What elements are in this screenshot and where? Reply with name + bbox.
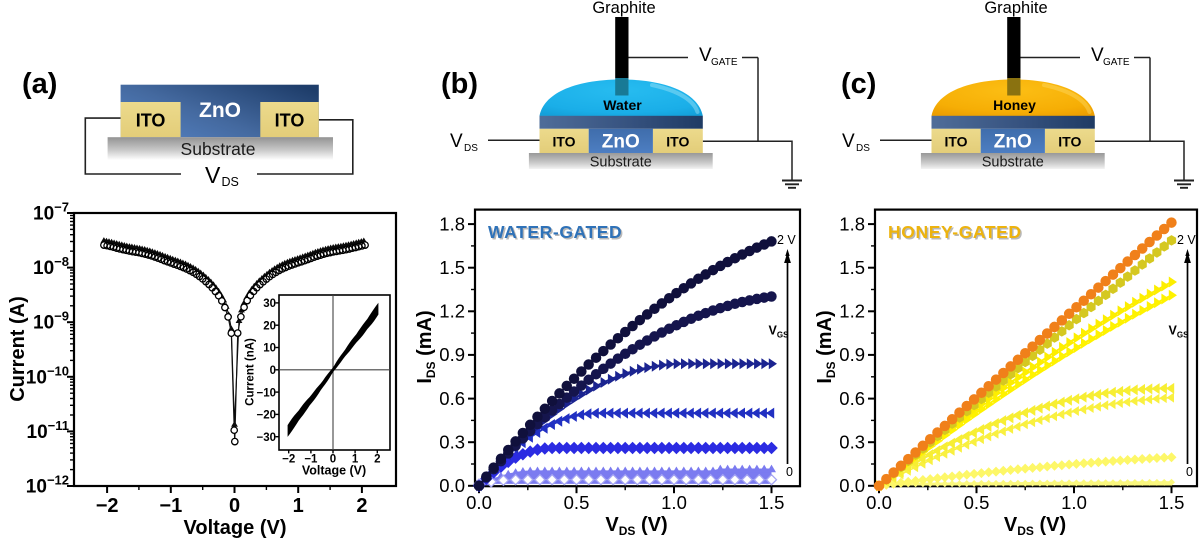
svg-text:0: 0 [330, 454, 336, 466]
svg-text:IDS (mA): IDS (mA) [414, 310, 438, 383]
svg-text:Substrate: Substrate [181, 139, 256, 159]
svg-text:V: V [450, 131, 463, 152]
svg-text:Current (nA): Current (nA) [245, 338, 257, 406]
svg-text:0: 0 [786, 465, 793, 479]
svg-text:WATER-GATED: WATER-GATED [488, 222, 622, 242]
svg-text:Substrate: Substrate [982, 155, 1044, 171]
svg-text:0.5: 0.5 [564, 492, 590, 513]
svg-text:−10: −10 [256, 387, 276, 399]
svg-text:20: 20 [263, 320, 276, 332]
svg-text:Honey: Honey [993, 97, 1036, 113]
svg-text:1.5: 1.5 [439, 257, 465, 278]
svg-text:0: 0 [270, 365, 276, 377]
svg-text:0.9: 0.9 [439, 344, 465, 365]
svg-text:−1: −1 [159, 495, 182, 517]
svg-text:2: 2 [374, 454, 380, 466]
svg-text:ZnO: ZnO [994, 132, 1032, 153]
svg-text:2 V: 2 V [1177, 233, 1196, 247]
svg-text:IDS (mA): IDS (mA) [814, 310, 838, 383]
svg-text:1.8: 1.8 [839, 213, 865, 234]
svg-text:VDS (V): VDS (V) [605, 514, 667, 538]
svg-text:V: V [205, 162, 221, 188]
svg-text:0: 0 [229, 495, 240, 517]
svg-text:2 V: 2 V [777, 233, 796, 247]
svg-text:ITO: ITO [944, 134, 967, 150]
svg-text:Graphite: Graphite [984, 0, 1047, 17]
svg-text:Substrate: Substrate [590, 155, 652, 171]
svg-text:−1: −1 [304, 454, 318, 466]
svg-text:V: V [1091, 45, 1104, 66]
svg-text:Voltage (V): Voltage (V) [184, 517, 287, 539]
svg-text:V: V [842, 131, 855, 152]
svg-text:0.3: 0.3 [439, 432, 465, 453]
svg-text:ITO: ITO [136, 111, 166, 131]
svg-text:10: 10 [263, 343, 276, 355]
svg-text:−2: −2 [96, 495, 119, 517]
svg-text:10−12: 10−12 [26, 473, 69, 498]
svg-text:10−11: 10−11 [27, 418, 69, 443]
svg-text:ITO: ITO [275, 111, 305, 131]
svg-text:0.0: 0.0 [439, 475, 465, 496]
svg-text:DS: DS [222, 175, 239, 189]
svg-text:30: 30 [263, 298, 276, 310]
svg-text:0.9: 0.9 [839, 344, 865, 365]
svg-text:GATE: GATE [1103, 57, 1130, 68]
svg-text:0.0: 0.0 [466, 492, 492, 513]
svg-text:Water: Water [603, 97, 642, 113]
svg-text:(a): (a) [22, 68, 57, 100]
svg-text:VGS: VGS [1169, 324, 1190, 340]
svg-text:DS: DS [464, 143, 478, 154]
svg-text:1: 1 [352, 454, 359, 466]
svg-text:−30: −30 [256, 432, 276, 444]
svg-text:1.0: 1.0 [661, 492, 687, 513]
svg-text:(b): (b) [441, 68, 478, 100]
svg-text:10−9: 10−9 [33, 309, 69, 334]
svg-text:WATER-GATED: WATER-GATED [490, 224, 624, 244]
svg-text:V: V [699, 45, 712, 66]
svg-text:(c): (c) [841, 68, 876, 100]
svg-text:1.5: 1.5 [759, 492, 785, 513]
svg-text:10−7: 10−7 [33, 200, 69, 225]
svg-text:0.5: 0.5 [964, 492, 990, 513]
svg-text:ITO: ITO [666, 134, 689, 150]
svg-text:ZnO: ZnO [602, 132, 640, 153]
svg-text:ITO: ITO [552, 134, 575, 150]
svg-text:10−10: 10−10 [26, 363, 69, 388]
svg-text:Graphite: Graphite [592, 0, 655, 17]
svg-text:0.6: 0.6 [839, 388, 865, 409]
svg-text:1.2: 1.2 [439, 301, 465, 322]
svg-text:ITO: ITO [1058, 134, 1081, 150]
svg-text:0.0: 0.0 [866, 492, 892, 513]
svg-text:DS: DS [856, 143, 870, 154]
svg-text:−20: −20 [256, 410, 276, 422]
svg-text:1.5: 1.5 [839, 257, 865, 278]
svg-text:Voltage (V): Voltage (V) [302, 464, 366, 478]
svg-text:0.0: 0.0 [839, 475, 865, 496]
svg-text:Current (A): Current (A) [7, 296, 29, 402]
svg-text:1.5: 1.5 [1159, 492, 1185, 513]
svg-text:0.6: 0.6 [439, 388, 465, 409]
svg-text:ZnO: ZnO [199, 99, 241, 122]
svg-text:VDS (V): VDS (V) [1004, 514, 1066, 538]
svg-text:−2: −2 [282, 454, 295, 466]
svg-text:VGS: VGS [769, 324, 790, 340]
svg-text:HONEY-GATED: HONEY-GATED [890, 224, 1024, 244]
svg-text:0.3: 0.3 [839, 432, 865, 453]
svg-text:1.8: 1.8 [439, 213, 465, 234]
svg-text:1.2: 1.2 [839, 301, 865, 322]
svg-text:2: 2 [356, 495, 367, 517]
svg-text:GATE: GATE [711, 57, 738, 68]
svg-text:1.0: 1.0 [1061, 492, 1087, 513]
svg-text:1: 1 [293, 495, 304, 517]
svg-text:0: 0 [1186, 465, 1193, 479]
svg-text:HONEY-GATED: HONEY-GATED [888, 222, 1022, 242]
svg-text:10−8: 10−8 [33, 254, 69, 279]
